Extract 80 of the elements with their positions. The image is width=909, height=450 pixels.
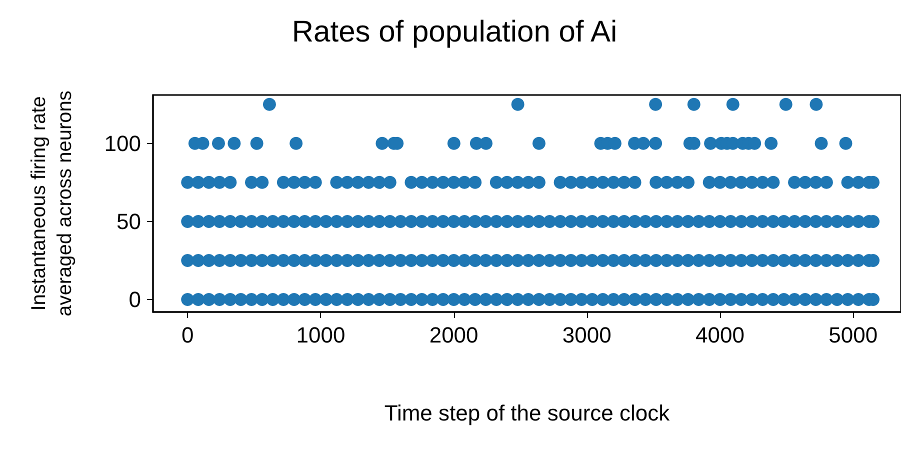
point: [702, 176, 716, 189]
point: [362, 176, 376, 189]
point: [468, 176, 482, 189]
x-tick-label: 3000: [562, 322, 612, 348]
point: [213, 176, 226, 189]
point: [618, 176, 631, 189]
y-axis-title: Instantaneous firing rate averaged across neurons: [28, 90, 76, 316]
point: [852, 176, 865, 189]
point: [636, 136, 650, 150]
point: [224, 176, 237, 189]
point: [704, 136, 718, 150]
point: [596, 176, 610, 189]
point: [650, 176, 663, 189]
point: [532, 136, 546, 150]
x-tick-label: 1000: [296, 322, 346, 348]
point: [575, 176, 588, 189]
point: [649, 136, 662, 150]
point: [351, 176, 364, 189]
point: [810, 98, 823, 111]
point: [426, 176, 439, 189]
point: [607, 176, 620, 189]
point: [202, 176, 216, 189]
point: [290, 136, 303, 150]
y-tick-label: 100: [104, 130, 141, 156]
point: [415, 176, 428, 189]
point: [340, 176, 354, 189]
point: [458, 176, 471, 189]
point: [764, 136, 778, 150]
point: [745, 176, 758, 189]
point: [628, 176, 642, 189]
point: [670, 176, 684, 189]
point: [511, 98, 524, 111]
point: [480, 136, 493, 150]
point: [228, 136, 241, 150]
point: [682, 176, 695, 189]
point: [288, 176, 301, 189]
point: [798, 176, 812, 189]
y-tick-label: 50: [116, 208, 141, 234]
point: [522, 176, 535, 189]
point: [308, 176, 322, 189]
point: [250, 136, 264, 150]
point: [490, 176, 503, 189]
point: [687, 98, 700, 111]
point: [532, 176, 546, 189]
point: [376, 136, 389, 150]
point: [809, 176, 822, 189]
point: [447, 136, 460, 150]
point: [820, 176, 833, 189]
point: [256, 176, 269, 189]
point: [564, 176, 578, 189]
x-tick-label: 2000: [429, 322, 478, 348]
point: [814, 136, 828, 150]
x-tick-label: 4000: [696, 322, 744, 348]
point: [724, 176, 738, 189]
point: [383, 176, 396, 189]
point: [181, 176, 194, 189]
point: [212, 136, 225, 150]
point: [788, 176, 802, 189]
point: [726, 98, 740, 111]
point: [330, 176, 344, 189]
chart-title: Rates of population of Ai: [292, 16, 618, 48]
point: [245, 176, 258, 189]
x-tick-label: 0: [181, 322, 194, 348]
point: [262, 98, 276, 111]
point: [714, 176, 726, 189]
point: [436, 176, 450, 189]
point: [779, 98, 792, 111]
point: [586, 176, 599, 189]
point: [839, 136, 852, 150]
point: [298, 176, 312, 189]
y-tick-label: 0: [128, 287, 141, 312]
x-tick-label: 5000: [828, 322, 878, 348]
point: [649, 98, 662, 111]
point: [756, 176, 770, 189]
point: [500, 176, 514, 189]
point: [766, 176, 780, 189]
x-axis-title: Time step of the source clock: [384, 400, 671, 426]
point: [511, 176, 524, 189]
point: [276, 176, 290, 189]
point: [404, 176, 418, 189]
